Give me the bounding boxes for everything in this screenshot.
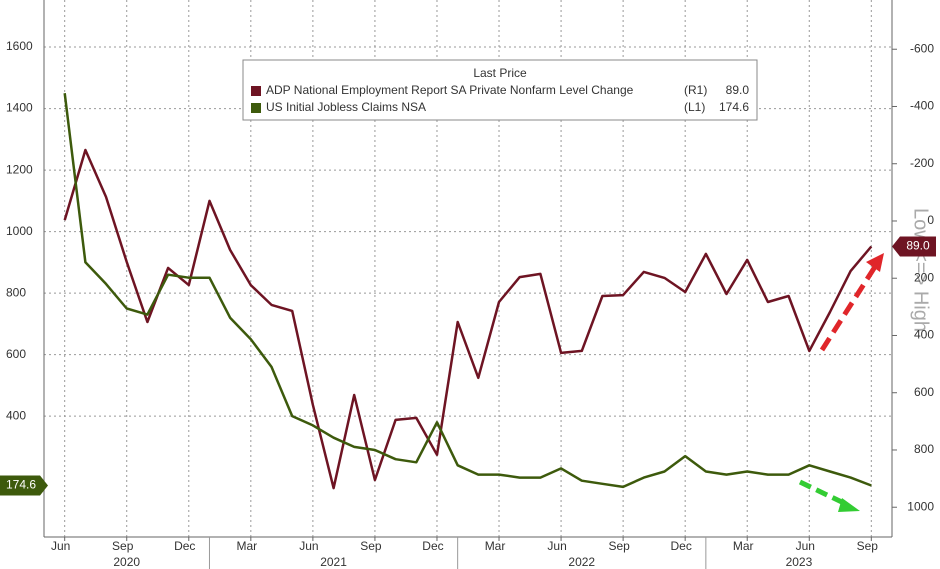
x-tick-label: Jun [547,539,566,553]
legend-swatch [251,103,261,113]
series-line [63,148,873,490]
last-value-tag [0,475,48,496]
x-tick-label: Sep [608,539,630,553]
x-tick-label: Jun [51,539,70,553]
y-tick-label: 1200 [6,162,33,176]
last-value-label: 174.6 [6,478,36,492]
y-tick-label: 800 [6,285,26,299]
legend-axis-tag: (R1) [684,83,707,97]
y2-tick-label: 600 [914,385,934,399]
legend-title: Last Price [473,66,527,80]
x-tick-label: Dec [174,539,195,553]
y2-tick-label: -400 [910,99,934,113]
x-tick-label: Jun [796,539,815,553]
lines-layer [63,93,873,490]
legend-axis-tag: (L1) [684,100,705,114]
x-tick-label: Dec [422,539,443,553]
year-label: 2022 [568,555,595,569]
trend-arrow-red [819,260,881,352]
x-tick-label: Mar [236,539,257,553]
y-tick-label: 1000 [6,224,33,238]
legend-last-value: 89.0 [726,83,750,97]
series-line [63,93,872,489]
x-tick-label: Jun [299,539,318,553]
x-tick-label: Mar [733,539,754,553]
legend-last-value: 174.6 [719,100,749,114]
y2-tick-label: 0 [927,213,934,227]
y-tick-label: 600 [6,347,26,361]
year-label: 2023 [786,555,813,569]
x-tick-label: Mar [485,539,506,553]
y-tick-label: 1400 [6,101,33,115]
legend-swatch [251,86,261,96]
x-tick-label: Sep [360,539,382,553]
last-value-label: 89.0 [906,239,930,253]
y2-tick-label: -200 [910,156,934,170]
legend-box [242,59,758,121]
y2-tick-label: -600 [910,41,934,55]
year-label: 2020 [113,555,140,569]
y2-tick-label: 800 [914,442,934,456]
x-tick-label: Dec [670,539,691,553]
year-label: 2021 [320,555,347,569]
x-tick-label: Sep [112,539,134,553]
legend-label: ADP National Employment Report SA Privat… [266,83,634,97]
last-value-tag [892,236,936,257]
y2-tick-label: 400 [914,328,934,342]
grid-layer [44,0,892,537]
arrow-head-green [838,498,860,512]
x-tick-label: Sep [857,539,879,553]
y-tick-label: 1600 [6,39,33,53]
arrow-head-red [866,253,884,272]
y2-tick-label: 1000 [907,499,934,513]
y-tick-label: 400 [6,408,26,422]
y2-tick-label: 200 [914,270,934,284]
trend-arrow-green [798,479,850,508]
legend-label: US Initial Jobless Claims NSA [266,100,426,114]
